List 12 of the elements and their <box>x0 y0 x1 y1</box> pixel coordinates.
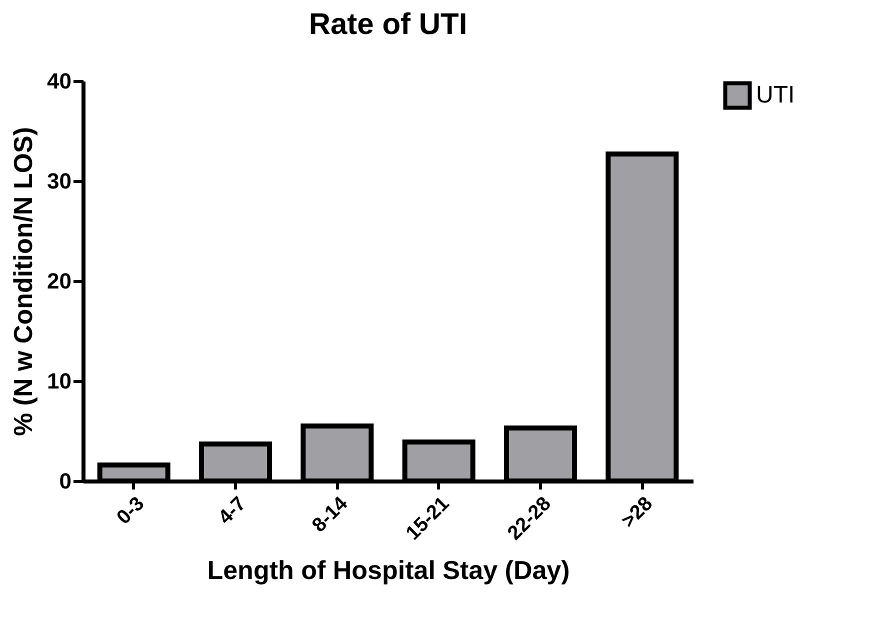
x-tick-label: 0-3 <box>112 492 149 529</box>
y-tick-label: 40 <box>47 68 72 94</box>
legend-label: UTI <box>756 82 795 108</box>
x-tick-label: >28 <box>617 492 658 532</box>
y-tick-label: 20 <box>47 268 72 294</box>
y-tick-label: 0 <box>59 468 72 494</box>
y-tick-label: 10 <box>47 368 72 394</box>
chart-title: Rate of UTI <box>308 8 468 41</box>
y-axis-title: % (N w Condition/N LOS) <box>8 126 38 436</box>
x-tick-label: 4-7 <box>214 492 250 529</box>
x-axis-title: Length of Hospital Stay (Day) <box>207 554 570 585</box>
y-tick-label: 30 <box>47 168 72 194</box>
